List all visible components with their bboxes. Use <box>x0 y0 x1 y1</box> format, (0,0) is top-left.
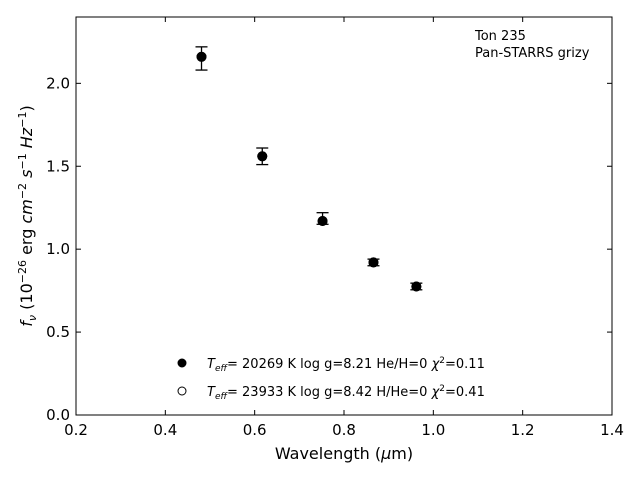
y-tick-label: 1.0 <box>46 240 70 258</box>
x-tick-label: 0.8 <box>332 421 356 439</box>
x-tick-label: 1.0 <box>421 421 445 439</box>
x-tick-label: 0.4 <box>153 421 177 439</box>
y-tick-label: 0.0 <box>46 406 70 424</box>
x-tick-label: 1.4 <box>600 421 624 439</box>
x-tick-label: 0.2 <box>64 421 88 439</box>
data-marks <box>195 46 423 292</box>
data-point-model-2 <box>368 257 379 268</box>
legend-entry-1: Teff= 20269 K log g=8.21 He/H=0 χ2=0.11 <box>207 356 485 374</box>
annotation-object: Ton 235 <box>474 29 526 44</box>
x-tick-label: 1.2 <box>511 421 535 439</box>
legend: Teff= 20269 K log g=8.21 He/H=0 χ2=0.11 … <box>177 356 485 402</box>
data-point-model-2 <box>411 281 422 292</box>
x-tick-label: 0.6 <box>243 421 267 439</box>
y-axis: 0.0 0.5 1.0 1.5 2.0 <box>46 74 612 424</box>
legend-entry-2: Teff= 23933 K log g=8.42 H/He=0 χ2=0.41 <box>207 384 485 402</box>
data-point-model-2 <box>257 151 268 162</box>
annotation-survey: Pan-STARRS grizy <box>475 46 590 61</box>
plot-area <box>75 16 613 416</box>
y-tick-label: 0.5 <box>46 323 70 341</box>
y-axis-label: fν (10−26 erg cm−2 s−1 Hz−1) <box>16 105 39 326</box>
legend-marker-open <box>177 386 187 396</box>
x-axis-label: Wavelength (μm) <box>275 444 413 463</box>
y-tick-label: 1.5 <box>46 157 70 175</box>
data-point-model-2 <box>317 215 328 226</box>
data-point-model-2 <box>196 51 207 62</box>
legend-marker-filled <box>177 358 187 368</box>
x-axis: 0.2 0.4 0.6 0.8 1.0 1.2 1.4 <box>64 17 624 439</box>
y-tick-label: 2.0 <box>46 74 70 92</box>
